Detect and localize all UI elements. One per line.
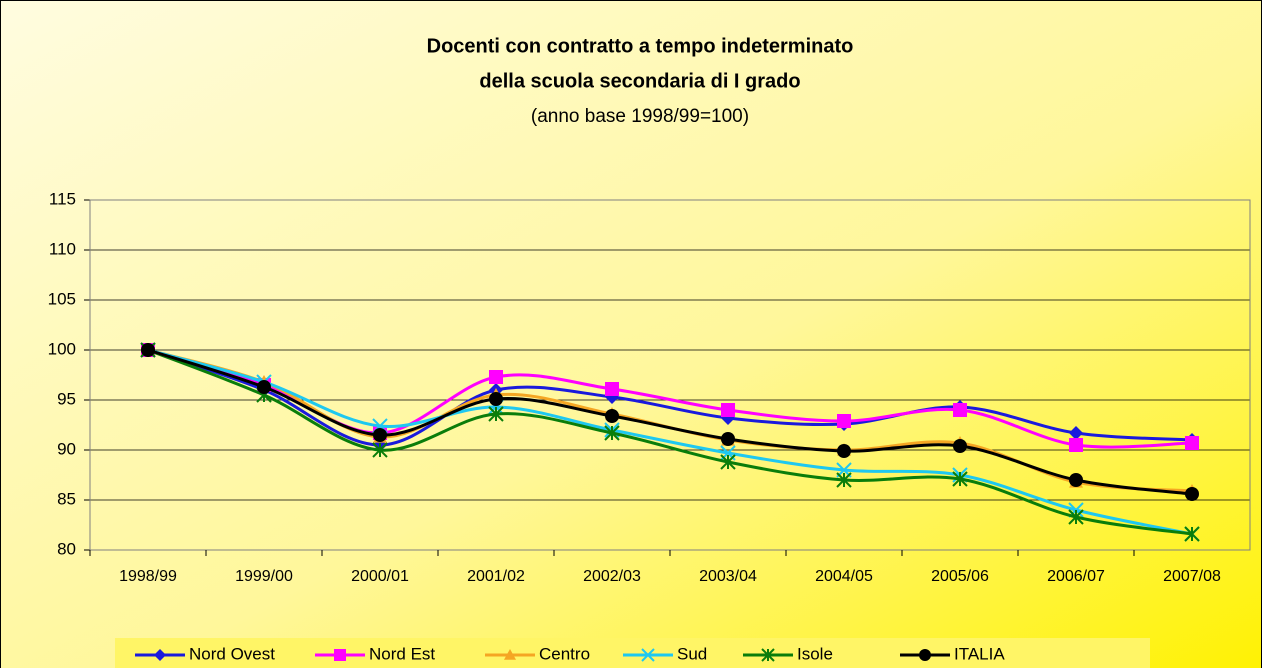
- y-tick-label: 100: [48, 339, 76, 358]
- marker: [953, 439, 967, 453]
- marker: [1068, 509, 1084, 525]
- x-tick-label: 2006/07: [1047, 568, 1105, 585]
- marker: [1069, 473, 1083, 487]
- y-tick-label: 95: [57, 389, 76, 408]
- y-tick-label: 105: [48, 289, 76, 308]
- legend-label: Nord Ovest: [189, 644, 275, 663]
- marker: [1184, 526, 1200, 542]
- marker: [605, 382, 619, 396]
- marker: [257, 380, 271, 394]
- legend-label: Isole: [797, 644, 833, 663]
- marker: [721, 403, 735, 417]
- x-tick-label: 1999/00: [235, 568, 293, 585]
- marker: [372, 442, 388, 458]
- chart-title: della scuola secondaria di I grado: [479, 70, 800, 92]
- x-tick-label: 2001/02: [467, 568, 525, 585]
- chart-title: Docenti con contratto a tempo indetermin…: [427, 35, 854, 57]
- marker: [641, 648, 655, 662]
- series-line: [147, 348, 1193, 536]
- marker: [919, 649, 931, 661]
- marker: [837, 414, 851, 428]
- chart-subtitle: (anno base 1998/99=100): [531, 106, 749, 127]
- marker: [373, 428, 387, 442]
- marker: [489, 392, 503, 406]
- marker: [1069, 426, 1083, 440]
- legend-label: Nord Est: [369, 644, 435, 663]
- x-tick-label: 2005/06: [931, 568, 989, 585]
- x-tick-label: 2000/01: [351, 568, 409, 585]
- x-tick-label: 1998/99: [119, 568, 177, 585]
- legend-label: Centro: [539, 644, 590, 663]
- series-line: [147, 348, 1193, 536]
- marker: [605, 409, 619, 423]
- marker: [761, 648, 775, 662]
- marker: [952, 471, 968, 487]
- marker: [720, 454, 736, 470]
- x-tick-label: 2003/04: [699, 568, 757, 585]
- marker: [953, 403, 967, 417]
- series-line: [147, 348, 1193, 447]
- marker: [489, 370, 503, 384]
- legend-label: Sud: [677, 644, 707, 663]
- x-tick-label: 2002/03: [583, 568, 641, 585]
- marker: [334, 649, 346, 661]
- legend-box: [115, 638, 1150, 668]
- marker: [154, 649, 166, 661]
- marker: [836, 472, 852, 488]
- x-tick-label: 2007/08: [1163, 568, 1221, 585]
- marker: [837, 444, 851, 458]
- y-tick-label: 85: [57, 489, 76, 508]
- marker: [721, 432, 735, 446]
- marker: [488, 406, 504, 422]
- y-tick-label: 110: [49, 239, 76, 258]
- y-tick-label: 90: [57, 439, 76, 458]
- marker: [604, 425, 620, 441]
- series-line: [147, 348, 1193, 496]
- y-tick-label: 80: [57, 539, 76, 558]
- marker: [141, 343, 155, 357]
- marker: [1069, 438, 1083, 452]
- y-tick-label: 115: [49, 189, 76, 208]
- marker: [504, 649, 516, 660]
- marker: [1185, 436, 1199, 450]
- marker: [1185, 487, 1199, 501]
- x-tick-label: 2004/05: [815, 568, 873, 585]
- legend-label: ITALIA: [954, 644, 1005, 663]
